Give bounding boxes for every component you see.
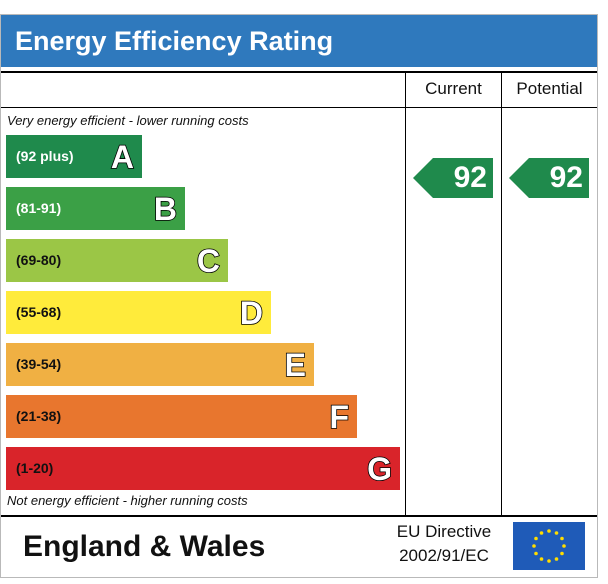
chart-title: Energy Efficiency Rating xyxy=(1,15,597,67)
eu-star xyxy=(539,531,544,535)
footer-top-line xyxy=(1,515,597,517)
current-column-divider xyxy=(405,71,406,517)
band-letter: C xyxy=(196,242,221,280)
eu-star xyxy=(539,557,544,561)
eu-star xyxy=(534,551,538,556)
band-e: (39-54) E xyxy=(6,343,314,386)
band-range-label: (21-38) xyxy=(16,408,62,424)
potential-column-header: Potential xyxy=(516,79,583,98)
band-letter: B xyxy=(153,190,178,228)
eu-star xyxy=(554,531,559,535)
eu-star xyxy=(560,536,564,541)
eu-star xyxy=(560,551,564,556)
current-rating-arrow: 92 xyxy=(413,158,493,198)
potential-arrow-shape xyxy=(509,158,589,198)
eu-star xyxy=(554,557,559,561)
band-range-label: (69-80) xyxy=(16,252,62,268)
band-g: (1-20) G xyxy=(6,447,400,490)
band-letter: G xyxy=(366,450,392,488)
band-d: (55-68) D xyxy=(6,291,271,334)
band-range-label: (1-20) xyxy=(16,460,54,476)
eu-flag-icon xyxy=(513,522,585,570)
directive-line-1: EU Directive xyxy=(396,522,492,541)
band-letter: D xyxy=(239,294,264,332)
potential-column-divider xyxy=(501,71,502,517)
eu-star xyxy=(547,559,551,563)
header-top-line xyxy=(1,71,597,73)
band-letter: E xyxy=(284,346,307,384)
eu-star xyxy=(547,529,551,533)
current-rating-value: 92 xyxy=(453,161,487,194)
band-b: (81-91) B xyxy=(6,187,185,230)
band-range-label: (92 plus) xyxy=(16,148,74,164)
eu-star xyxy=(532,544,536,548)
band-f: (21-38) F xyxy=(6,395,357,438)
band-range-label: (81-91) xyxy=(16,200,62,216)
band-range-label: (55-68) xyxy=(16,304,62,320)
directive-line-2: 2002/91/EC xyxy=(399,546,489,565)
potential-rating-value: 92 xyxy=(549,161,583,194)
footer-region: England & Wales xyxy=(23,530,266,563)
eu-star xyxy=(534,536,538,541)
current-column-header: Current xyxy=(425,79,482,98)
footer-directive: EU Directive 2002/91/EC xyxy=(383,520,505,568)
eu-star xyxy=(562,544,566,548)
current-arrow-shape xyxy=(413,158,493,198)
header-bottom-line xyxy=(1,107,597,108)
energy-rating-chart: Energy Efficiency Rating Current Potenti… xyxy=(0,14,598,578)
band-letter: F xyxy=(329,398,350,436)
band-a: (92 plus) A xyxy=(6,135,142,178)
top-note: Very energy efficient - lower running co… xyxy=(7,113,249,128)
band-letter: A xyxy=(110,138,135,176)
band-c: (69-80) C xyxy=(6,239,228,282)
band-range-label: (39-54) xyxy=(16,356,62,372)
bottom-note: Not energy efficient - higher running co… xyxy=(7,493,248,508)
potential-rating-arrow: 92 xyxy=(509,158,589,198)
